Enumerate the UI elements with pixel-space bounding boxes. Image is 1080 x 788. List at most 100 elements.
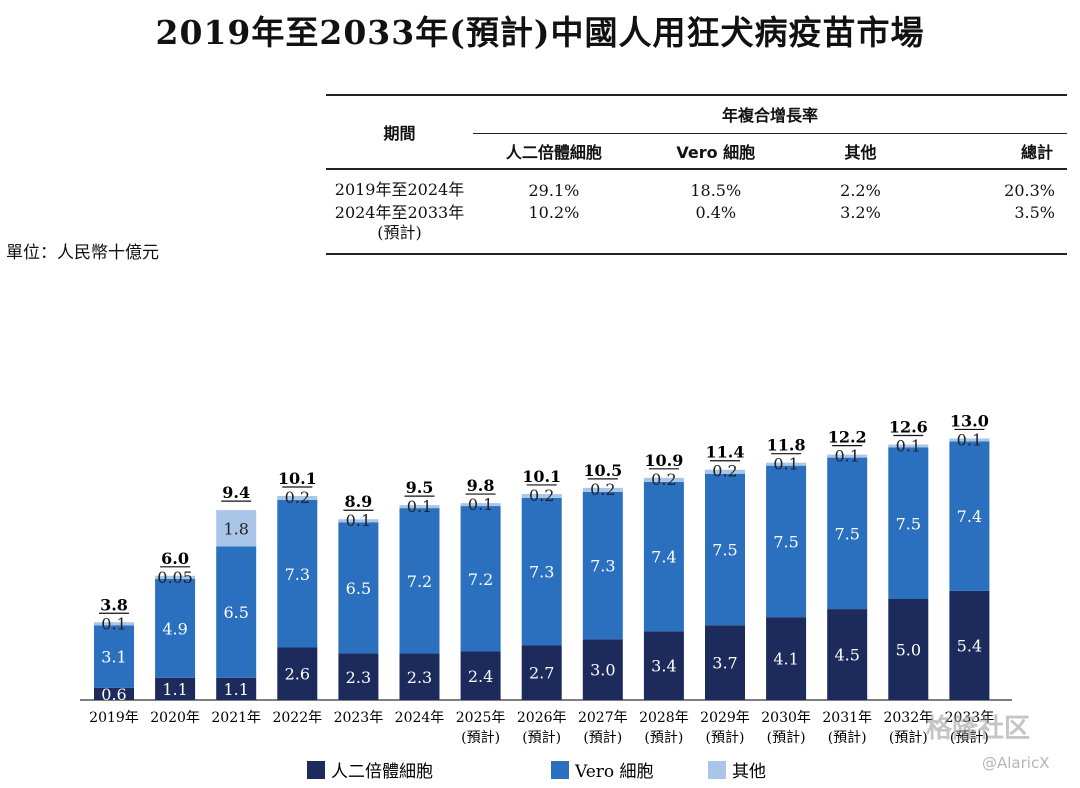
bar-segment: [888, 444, 929, 448]
bar-segment: [827, 609, 868, 700]
bar-segment: [888, 447, 929, 599]
bar-segment: [582, 639, 623, 700]
unit-label: 單位：人民幣十億元: [6, 243, 159, 263]
data-label: 0.2: [529, 486, 554, 505]
bar-segment: [705, 469, 745, 474]
bar-segment: [277, 500, 318, 648]
data-label: 0.1: [834, 447, 859, 466]
data-label: 4.1: [773, 650, 798, 669]
cagr-value: 0.4%: [695, 203, 737, 222]
data-label: 7.5: [773, 532, 798, 551]
legend-label: Vero 細胞: [574, 762, 654, 782]
data-label: 0.2: [651, 470, 676, 489]
cagr-value: 18.5%: [690, 181, 742, 200]
category-label: 2029年: [700, 710, 750, 726]
cagr-value: 10.2%: [528, 203, 580, 222]
category-note: (預計): [522, 730, 561, 746]
data-label: 7.5: [896, 514, 921, 533]
total-label: 9.5: [406, 478, 434, 497]
data-label: 3.7: [712, 654, 737, 673]
category-label: 2024年: [395, 710, 445, 726]
total-label: 11.8: [767, 436, 806, 455]
category-label: 2032年: [883, 710, 933, 726]
bar-segment: [888, 599, 929, 700]
data-label: 2.6: [285, 665, 310, 684]
cagr-value: 20.3%: [1004, 181, 1055, 200]
data-label: 1.1: [223, 680, 248, 699]
bar-segment: [460, 506, 501, 652]
bar-segment: [94, 687, 134, 700]
data-label: 5.4: [957, 636, 982, 655]
bar-segment: [705, 473, 745, 626]
period-row-2: 2024年至2033年 (預計): [326, 200, 473, 254]
bar-segment: [643, 477, 684, 482]
bar-segment: [766, 462, 807, 466]
data-label: 2.4: [468, 667, 493, 686]
bar-segment: [277, 495, 318, 501]
legend-swatch: [551, 761, 569, 779]
category-label: 2033年: [945, 710, 995, 726]
data-label: 0.2: [712, 462, 737, 481]
page-title: 2019年至2033年(預計)中國人用狂犬病疫苗市場: [155, 13, 925, 52]
data-label: 7.5: [834, 524, 859, 543]
bar-segment: [582, 491, 623, 640]
bar-segment: [399, 653, 440, 700]
cagr-value: 3.5%: [1014, 203, 1055, 222]
data-label: 7.2: [407, 572, 432, 591]
data-label: 2.7: [529, 664, 554, 683]
data-label: 0.2: [590, 480, 615, 499]
data-label: 0.1: [896, 437, 921, 456]
category-label: 2027年: [578, 710, 628, 726]
bar-segment: [155, 575, 196, 579]
bar-segment: [277, 647, 318, 700]
total-label: 8.9: [344, 492, 372, 511]
data-label: 0.1: [346, 511, 371, 530]
data-label: 2.3: [407, 668, 432, 687]
category-note: (預計): [644, 730, 683, 746]
data-label: 4.5: [834, 646, 859, 665]
bar-segment: [94, 622, 134, 626]
legend-label: 人二倍體細胞: [331, 762, 433, 782]
bar-segment: [338, 519, 379, 523]
data-label: 0.1: [407, 497, 432, 516]
data-label: 0.6: [101, 685, 126, 704]
data-label: 1.1: [162, 680, 187, 699]
bar-segment: [460, 651, 501, 700]
bar-segment: [155, 677, 196, 700]
cagr-group-header: 年複合增長率: [472, 94, 1067, 134]
category-note: (預計): [950, 730, 989, 746]
legend-label: 其他: [732, 762, 766, 782]
data-label: 0.1: [101, 614, 126, 633]
category-label: 2021年: [211, 710, 261, 726]
col-header-vero: Vero 細胞: [676, 142, 756, 162]
total-label: 10.1: [278, 469, 317, 488]
bar-segment: [216, 677, 257, 700]
data-label: 0.05: [157, 568, 193, 587]
col-header-other: 其他: [844, 142, 877, 162]
bar-segment: [949, 590, 990, 700]
total-label: 3.8: [100, 595, 128, 614]
col-header-diploid: 人二倍體細胞: [505, 142, 602, 162]
bar-segment: [582, 487, 623, 492]
legend-swatch: [307, 761, 325, 779]
category-note: (預計): [461, 730, 500, 746]
data-label: 0.1: [773, 455, 798, 474]
data-label: 0.1: [468, 495, 493, 514]
data-label: 7.4: [651, 548, 676, 567]
bar-segment: [949, 438, 990, 442]
category-label: 2023年: [334, 710, 384, 726]
category-label: 2019年: [89, 710, 139, 726]
total-label: 9.8: [467, 476, 495, 495]
data-label: 2.3: [346, 668, 371, 687]
category-label: 2022年: [272, 710, 322, 726]
category-label: 2030年: [761, 710, 811, 726]
data-label: 0.1: [957, 430, 982, 449]
data-label: 7.2: [468, 570, 493, 589]
category-note: (預計): [583, 730, 622, 746]
cagr-value: 3.2%: [840, 203, 881, 222]
total-label: 9.4: [222, 483, 250, 502]
data-label: 5.0: [896, 641, 921, 660]
bar-segment: [643, 631, 684, 700]
bar-segment: [399, 505, 440, 509]
